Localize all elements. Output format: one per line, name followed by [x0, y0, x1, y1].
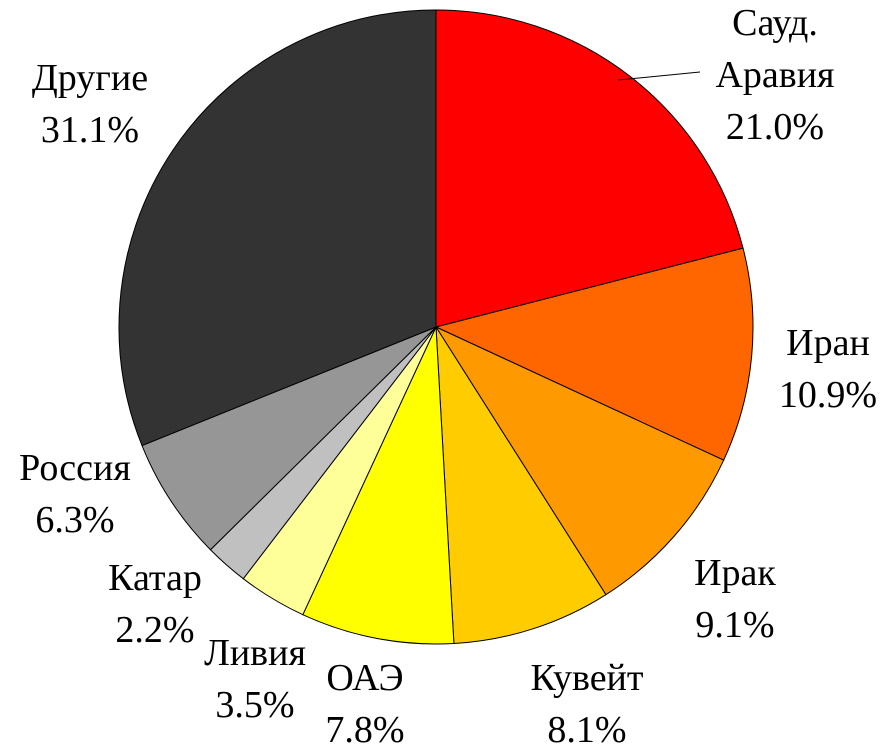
slice-label-line: Другие	[32, 57, 148, 99]
pie-slice	[435, 9, 744, 328]
slice-label: Катар	[108, 557, 202, 599]
slice-value-label: 8.1%	[547, 709, 626, 750]
slice-label-line: Иран	[786, 322, 870, 364]
slice-label-line: Кувейт	[530, 657, 643, 699]
slice-value-label: 2.2%	[115, 609, 194, 651]
slice-label: Другие	[32, 57, 148, 99]
slice-value-label: 3.5%	[215, 684, 294, 726]
slice-value-label: 10.9%	[779, 374, 877, 416]
slice-value-label: 9.1%	[695, 604, 774, 646]
slice-value-label: 31.1%	[41, 109, 139, 151]
pie-slice	[118, 9, 437, 447]
slice-value-label: 21.0%	[726, 106, 824, 148]
slice-label-line: ОАЭ	[326, 657, 403, 699]
pie-slice	[434, 247, 754, 461]
pie-slice	[435, 325, 607, 645]
slice-label-line: Аравия	[715, 54, 834, 96]
slice-value-label: 7.8%	[325, 709, 404, 750]
pie-slice	[302, 326, 455, 645]
slice-label-line: Россия	[19, 447, 131, 489]
slice-label-line: Ливия	[204, 632, 306, 674]
slice-label: Ирак	[694, 552, 776, 594]
slice-label: Ливия	[204, 632, 306, 674]
pie-slice	[141, 326, 437, 551]
slice-label-line: Катар	[108, 557, 202, 599]
slice-label-line: Ирак	[694, 552, 776, 594]
slice-label: Иран	[786, 322, 870, 364]
slice-value-label: 6.3%	[35, 499, 114, 541]
slice-label: Кувейт	[530, 657, 643, 699]
slice-label: Сауд. Аравия	[715, 2, 834, 96]
pie-slice	[434, 325, 725, 596]
leader-line	[617, 71, 701, 81]
slice-label-line: Сауд.	[732, 2, 818, 44]
slice-label: ОАЭ	[326, 657, 403, 699]
slice-label: Россия	[19, 447, 131, 489]
